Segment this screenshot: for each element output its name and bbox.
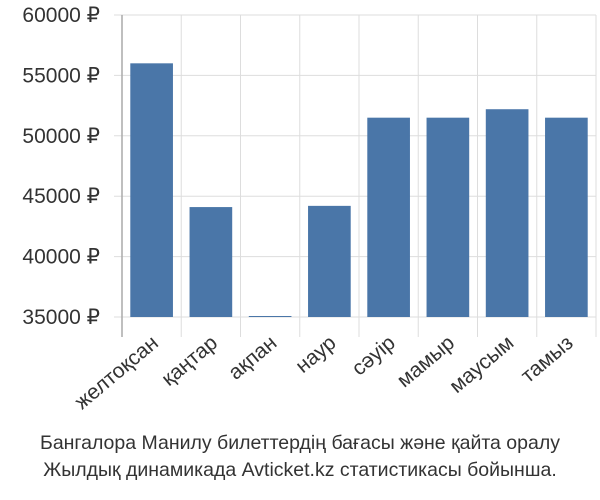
bar-chart: 35000 ₽ 40000 ₽ 45000 ₽ 50000 ₽ 55000 ₽ 60000…: [22, 4, 597, 414]
bar: [426, 117, 470, 318]
bar: [248, 316, 292, 317]
bar: [308, 205, 351, 317]
x-tick-label: желтоқсан: [70, 331, 162, 414]
y-tick-label: 55000 ₽: [22, 64, 100, 87]
bar: [485, 109, 529, 317]
bar: [367, 117, 410, 318]
bar: [130, 63, 173, 317]
y-tick-label: 45000 ₽: [22, 185, 100, 208]
chart-caption-line-1: Бангалора Манилу билеттердің бағасы және…: [40, 432, 560, 454]
x-tick-label: қаңтар: [157, 331, 222, 391]
bar: [545, 117, 588, 318]
bar: [189, 207, 233, 317]
x-tick-label: наур: [291, 331, 340, 378]
y-tick-label: 50000 ₽: [22, 125, 100, 148]
x-tick-label: тамыз: [517, 331, 578, 387]
y-tick-label: 35000 ₽: [22, 306, 100, 329]
y-tick-label: 60000 ₽: [22, 4, 100, 27]
y-tick-label: 40000 ₽: [22, 246, 100, 269]
x-tick-label: сәуір: [347, 331, 399, 380]
chart-caption-line-2: Жылдық динамикада Avticket.kz статистика…: [43, 459, 557, 481]
x-tick-label: маусым: [445, 331, 518, 398]
x-tick-label: ақпан: [224, 331, 281, 384]
